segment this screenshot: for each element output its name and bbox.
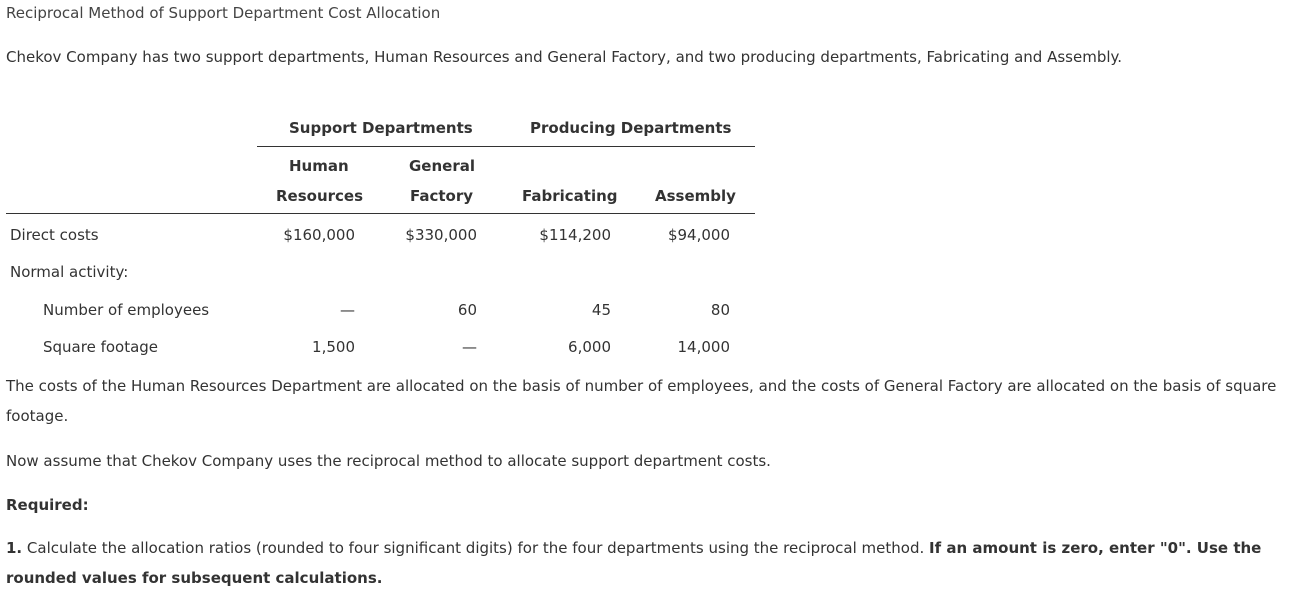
cell-emp-fab: 45	[591, 301, 611, 319]
col-gf-line2: Factory	[410, 187, 474, 205]
basis-paragraph: The costs of the Human Resources Departm…	[6, 377, 1277, 425]
requirement-1: 1. Calculate the allocation ratios (roun…	[6, 533, 1301, 593]
cell-direct-hr: $160,000	[283, 226, 355, 244]
col-assembly: Assembly	[655, 187, 736, 205]
row-label-normal-activity: Normal activity:	[10, 263, 129, 281]
row-label-direct-costs: Direct costs	[10, 226, 99, 244]
cell-emp-gf: 60	[457, 301, 477, 319]
cell-sqft-hr: 1,500	[312, 338, 355, 356]
cell-sqft-asm: 14,000	[677, 338, 731, 356]
row-label-square-footage: Square footage	[43, 338, 159, 356]
header-producing-departments: Producing Departments	[530, 119, 732, 137]
requirement-bold-text: If an amount is zero, enter "0". Use the…	[6, 539, 1262, 587]
header-group-rule	[257, 146, 755, 147]
cell-emp-hr: —	[340, 301, 355, 319]
intro-text: Chekov Company has two support departmen…	[6, 48, 1123, 66]
page-title: Reciprocal Method of Support Department …	[6, 4, 441, 22]
requirement-number: 1.	[6, 539, 23, 557]
col-gf-line1: General	[409, 157, 475, 175]
requirement-text: Calculate the allocation ratios (rounded…	[22, 539, 930, 557]
cell-sqft-fab: 6,000	[568, 338, 611, 356]
cell-direct-gf: $330,000	[405, 226, 477, 244]
cell-direct-fab: $114,200	[539, 226, 611, 244]
col-hr-line2: Resources	[276, 187, 364, 205]
header-bottom-rule	[6, 213, 755, 214]
cell-direct-asm: $94,000	[667, 226, 730, 244]
required-label: Required:	[6, 496, 89, 514]
cell-emp-asm: 80	[710, 301, 730, 319]
header-support-departments: Support Departments	[289, 119, 473, 137]
cell-sqft-gf: —	[462, 338, 477, 356]
assumption-paragraph: Now assume that Chekov Company uses the …	[6, 452, 771, 470]
col-hr-line1: Human	[289, 157, 349, 175]
col-fabricating: Fabricating	[522, 187, 618, 205]
row-label-employees: Number of employees	[43, 301, 210, 319]
